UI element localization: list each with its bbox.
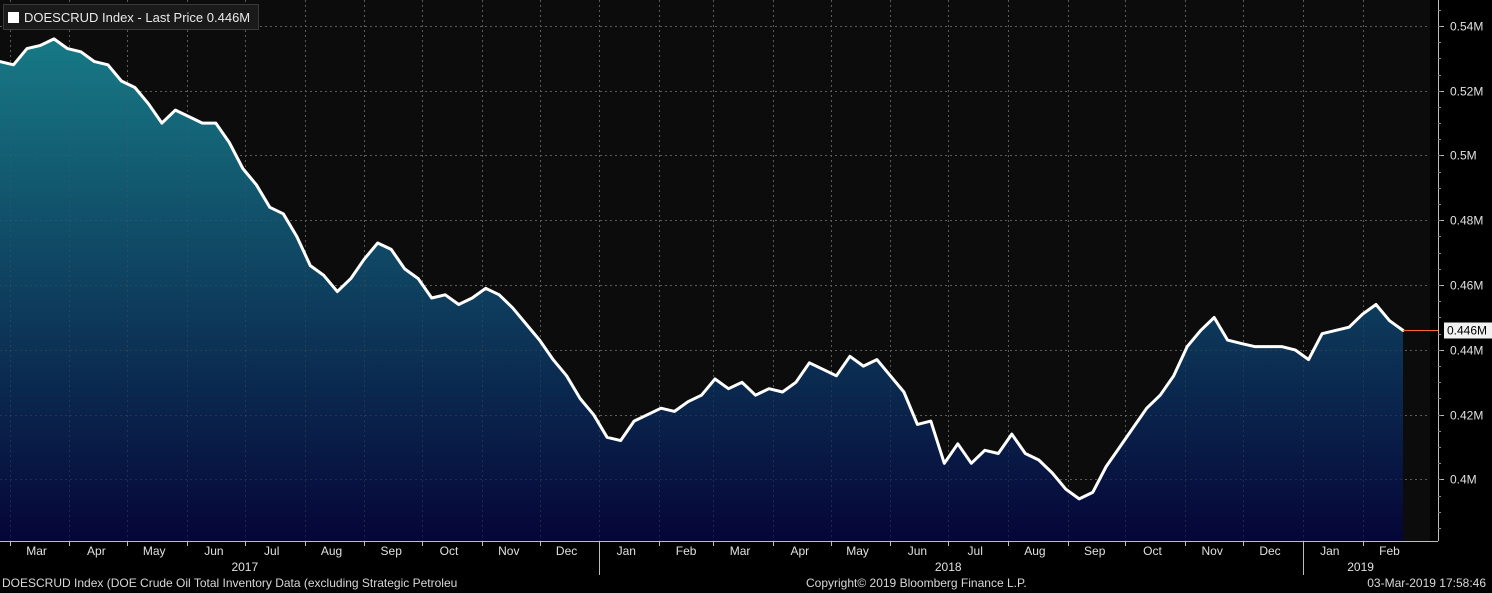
x-tick-label: Mar xyxy=(26,544,47,558)
x-tick-label: Feb xyxy=(676,544,697,558)
footer-timestamp: 03-Mar-2019 17:58:46 xyxy=(1367,576,1486,590)
y-tick-label: 0.5M xyxy=(1450,149,1477,163)
y-axis: 0.54M 0.52M 0.5M 0.48M 0.46M 0.44M 0.42M 0.4M xyxy=(1438,0,1483,541)
y-tick-label: 0.4M xyxy=(1450,473,1477,487)
gridlines-over-area xyxy=(0,0,1430,541)
x-tick-label: Dec xyxy=(556,544,577,558)
y-tick-label: 0.46M xyxy=(1450,279,1483,293)
x-tick-label: Aug xyxy=(321,544,342,558)
year-label: 2017 xyxy=(231,560,258,574)
footer-description: DOESCRUD Index (DOE Crude Oil Total Inve… xyxy=(2,576,458,590)
x-tick-label: Nov xyxy=(1202,544,1223,558)
x-tick-label: Jan xyxy=(617,544,636,558)
x-tick-label: Sep xyxy=(381,544,403,558)
series-area xyxy=(0,38,1403,542)
year-label: 2019 xyxy=(1347,560,1374,574)
x-tick-label: May xyxy=(846,544,869,558)
x-tick-label: May xyxy=(143,544,166,558)
x-tick-label: Aug xyxy=(1024,544,1045,558)
x-tick-label: Dec xyxy=(1259,544,1280,558)
last-price-label: 0.446M xyxy=(1447,324,1487,338)
x-tick-label: Oct xyxy=(440,544,459,558)
x-tick-label: Oct xyxy=(1143,544,1162,558)
x-tick-label: Jul xyxy=(968,544,983,558)
y-tick-label: 0.42M xyxy=(1450,409,1483,423)
x-tick-label: Jul xyxy=(264,544,279,558)
x-tick-label: Apr xyxy=(790,544,809,558)
y-tick-label: 0.44M xyxy=(1450,344,1483,358)
x-tick-label: Apr xyxy=(87,544,106,558)
x-axis: Mar Apr May Jun Jul Aug Sep Oct Nov Dec Jan Feb Mar A… xyxy=(0,541,1438,575)
y-tick-label: 0.48M xyxy=(1450,214,1483,228)
y-tick-label: 0.52M xyxy=(1450,85,1483,99)
last-price-box xyxy=(1444,322,1492,339)
x-tick-label: Feb xyxy=(1379,544,1400,558)
legend-swatch xyxy=(8,11,19,23)
x-tick-label: Mar xyxy=(730,544,751,558)
legend-label: DOESCRUD Index - Last Price 0.446M xyxy=(24,9,251,25)
x-tick-label: Jan xyxy=(1320,544,1339,558)
x-tick-label: Nov xyxy=(498,544,519,558)
series-points xyxy=(0,38,1404,499)
footer-copyright: Copyright© 2019 Bloomberg Finance L.P. xyxy=(806,576,1027,590)
chart-legend: DOESCRUD Index - Last Price 0.446M xyxy=(3,4,260,30)
year-label: 2018 xyxy=(935,560,962,574)
x-tick-label: Sep xyxy=(1084,544,1106,558)
y-tick-label: 0.54M xyxy=(1450,20,1483,34)
x-tick-label: Jun xyxy=(908,544,927,558)
x-tick-label: Jun xyxy=(204,544,223,558)
last-price-tag: 0.446M xyxy=(1444,322,1492,339)
